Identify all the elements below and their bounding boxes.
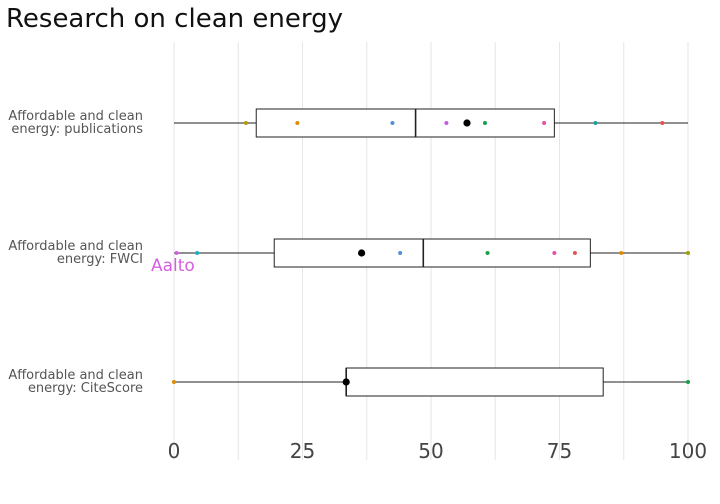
highlight-point xyxy=(463,119,471,127)
data-point xyxy=(444,121,449,125)
data-point xyxy=(195,251,200,255)
data-point xyxy=(398,251,403,255)
data-point xyxy=(593,121,598,125)
x-tick-label: 75 xyxy=(547,439,572,463)
row-label-line: Affordable and clean xyxy=(8,109,143,124)
box-rows: Affordable and clean energy: publications… xyxy=(8,108,690,397)
row-label-line: Affordable and clean xyxy=(8,368,143,383)
chart-title: Research on clean energy xyxy=(6,4,343,34)
box-row: Affordable and clean energy: publications xyxy=(8,108,688,138)
row-label-line: energy: CiteScore xyxy=(28,381,143,396)
data-point xyxy=(572,251,577,255)
x-tick-label: 100 xyxy=(669,439,707,463)
data-point xyxy=(485,251,490,255)
data-point xyxy=(482,121,487,125)
x-axis: 0 25 50 75 100 xyxy=(168,439,707,463)
annotation-label: Aalto xyxy=(151,256,195,276)
iqr-box xyxy=(255,108,555,138)
data-point xyxy=(172,380,176,384)
row-label: Affordable and clean energy: CiteScore xyxy=(8,368,143,396)
data-point xyxy=(174,251,179,255)
highlight-point xyxy=(342,378,350,386)
data-point xyxy=(552,251,557,255)
data-point xyxy=(660,121,665,125)
data-point xyxy=(243,121,248,125)
x-tick-label: 25 xyxy=(290,439,315,463)
row-label: Affordable and clean energy: FWCI xyxy=(8,239,143,267)
iqr-box xyxy=(345,367,604,397)
box-row: Affordable and clean energy: FWCI Aalto xyxy=(8,238,690,276)
data-point xyxy=(542,121,547,125)
data-point xyxy=(295,121,300,125)
row-label: Affordable and clean energy: publications xyxy=(8,109,143,137)
x-tick-label: 50 xyxy=(418,439,443,463)
data-point xyxy=(686,380,690,384)
data-point xyxy=(686,251,690,255)
highlight-point xyxy=(358,249,366,257)
row-label-line: energy: FWCI xyxy=(57,252,143,267)
box-row: Affordable and clean energy: CiteScore xyxy=(8,367,690,397)
row-label-line: Affordable and clean xyxy=(8,239,143,254)
iqr-box xyxy=(273,238,591,268)
row-label-line: energy: publications xyxy=(11,122,143,137)
data-point xyxy=(390,121,395,125)
x-tick-label: 0 xyxy=(168,439,181,463)
data-point xyxy=(619,251,624,255)
